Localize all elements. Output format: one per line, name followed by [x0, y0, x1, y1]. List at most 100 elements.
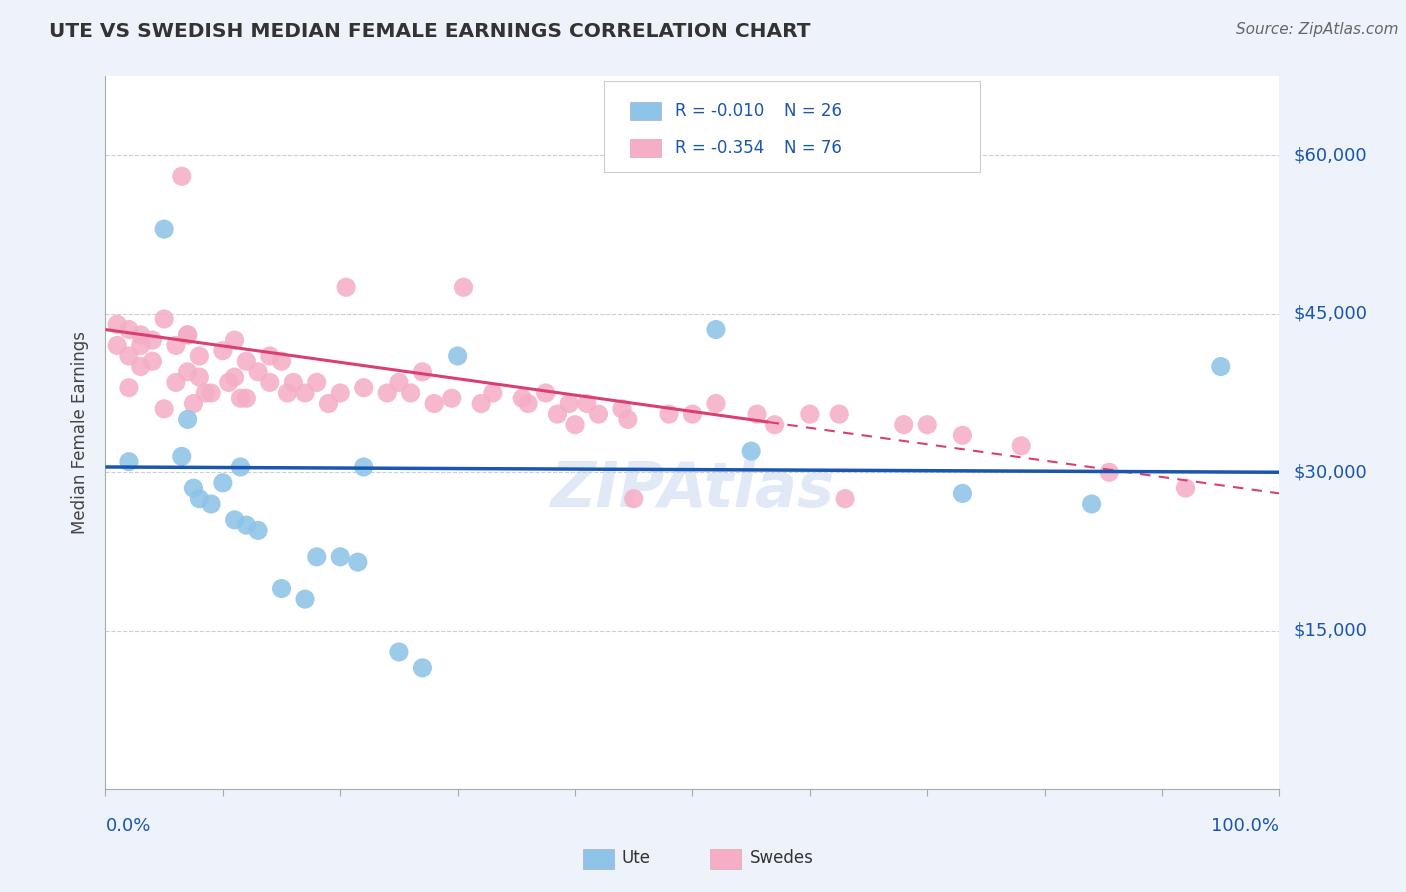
Point [194, 386, 217, 401]
Point [610, 401, 633, 416]
Point [183, 396, 205, 410]
Point [153, 312, 176, 326]
Text: 0.0%: 0.0% [105, 817, 150, 835]
Text: R = -0.010: R = -0.010 [675, 102, 763, 120]
Point [399, 386, 422, 401]
Point [1209, 359, 1232, 374]
Y-axis label: Median Female Earnings: Median Female Earnings [72, 331, 90, 534]
Point [183, 481, 205, 495]
Point [388, 376, 411, 390]
Point [211, 475, 233, 490]
Point [745, 407, 768, 421]
Point [141, 333, 163, 347]
Point [188, 370, 211, 384]
Point [224, 333, 246, 347]
Point [129, 338, 152, 352]
Point [105, 318, 128, 332]
Point [681, 407, 703, 421]
Point [617, 412, 640, 426]
Point [1010, 439, 1032, 453]
Point [176, 412, 198, 426]
Point [558, 396, 581, 410]
Point [118, 349, 141, 363]
Text: $60,000: $60,000 [1294, 146, 1367, 164]
Point [440, 391, 463, 405]
Point [375, 386, 398, 401]
Point [893, 417, 915, 432]
Point [153, 401, 176, 416]
Point [353, 381, 375, 395]
Point [952, 428, 974, 442]
Point [534, 386, 557, 401]
Point [1098, 465, 1121, 479]
Point [200, 497, 222, 511]
Point [229, 391, 252, 405]
Point [200, 386, 222, 401]
Point [482, 386, 505, 401]
Point [247, 524, 270, 538]
Point [446, 349, 468, 363]
Point [453, 280, 475, 294]
Text: $15,000: $15,000 [1294, 622, 1367, 640]
Point [294, 592, 316, 607]
Point [575, 396, 598, 410]
Point [224, 513, 246, 527]
Point [176, 327, 198, 342]
Point [704, 396, 727, 410]
Point [235, 518, 257, 533]
Point [828, 407, 851, 421]
Text: Source: ZipAtlas.com: Source: ZipAtlas.com [1236, 22, 1399, 37]
FancyBboxPatch shape [630, 139, 661, 157]
Text: N = 26: N = 26 [785, 102, 842, 120]
Point [259, 349, 281, 363]
Point [118, 322, 141, 336]
Point [763, 417, 786, 432]
Text: N = 76: N = 76 [785, 139, 842, 157]
Point [353, 460, 375, 475]
Point [510, 391, 533, 405]
Point [270, 354, 292, 368]
Point [211, 343, 233, 358]
FancyBboxPatch shape [605, 81, 980, 172]
Point [564, 417, 586, 432]
Point [224, 370, 246, 384]
Point [165, 376, 187, 390]
Point [188, 491, 211, 506]
Point [229, 460, 252, 475]
Point [588, 407, 610, 421]
Point [318, 396, 340, 410]
Point [118, 455, 141, 469]
Point [658, 407, 681, 421]
Point [305, 376, 328, 390]
Point [153, 222, 176, 236]
Text: $45,000: $45,000 [1294, 305, 1368, 323]
Point [388, 645, 411, 659]
Point [799, 407, 821, 421]
Text: Ute: Ute [621, 849, 651, 867]
Point [329, 549, 352, 564]
Point [329, 386, 352, 401]
Text: Swedes: Swedes [749, 849, 813, 867]
Point [704, 322, 727, 336]
Point [411, 661, 433, 675]
Text: $30,000: $30,000 [1294, 463, 1367, 482]
Point [129, 327, 152, 342]
Point [952, 486, 974, 500]
Point [188, 349, 211, 363]
Point [283, 376, 305, 390]
Point [270, 582, 292, 596]
Point [294, 386, 316, 401]
Point [176, 365, 198, 379]
Text: ZIPAtlas: ZIPAtlas [550, 459, 835, 520]
Point [141, 354, 163, 368]
Point [623, 491, 645, 506]
Point [247, 365, 270, 379]
Text: R = -0.354: R = -0.354 [675, 139, 763, 157]
Point [170, 450, 193, 464]
Point [276, 386, 298, 401]
Point [176, 327, 198, 342]
Point [411, 365, 433, 379]
Point [235, 354, 257, 368]
Point [423, 396, 446, 410]
FancyBboxPatch shape [630, 102, 661, 120]
